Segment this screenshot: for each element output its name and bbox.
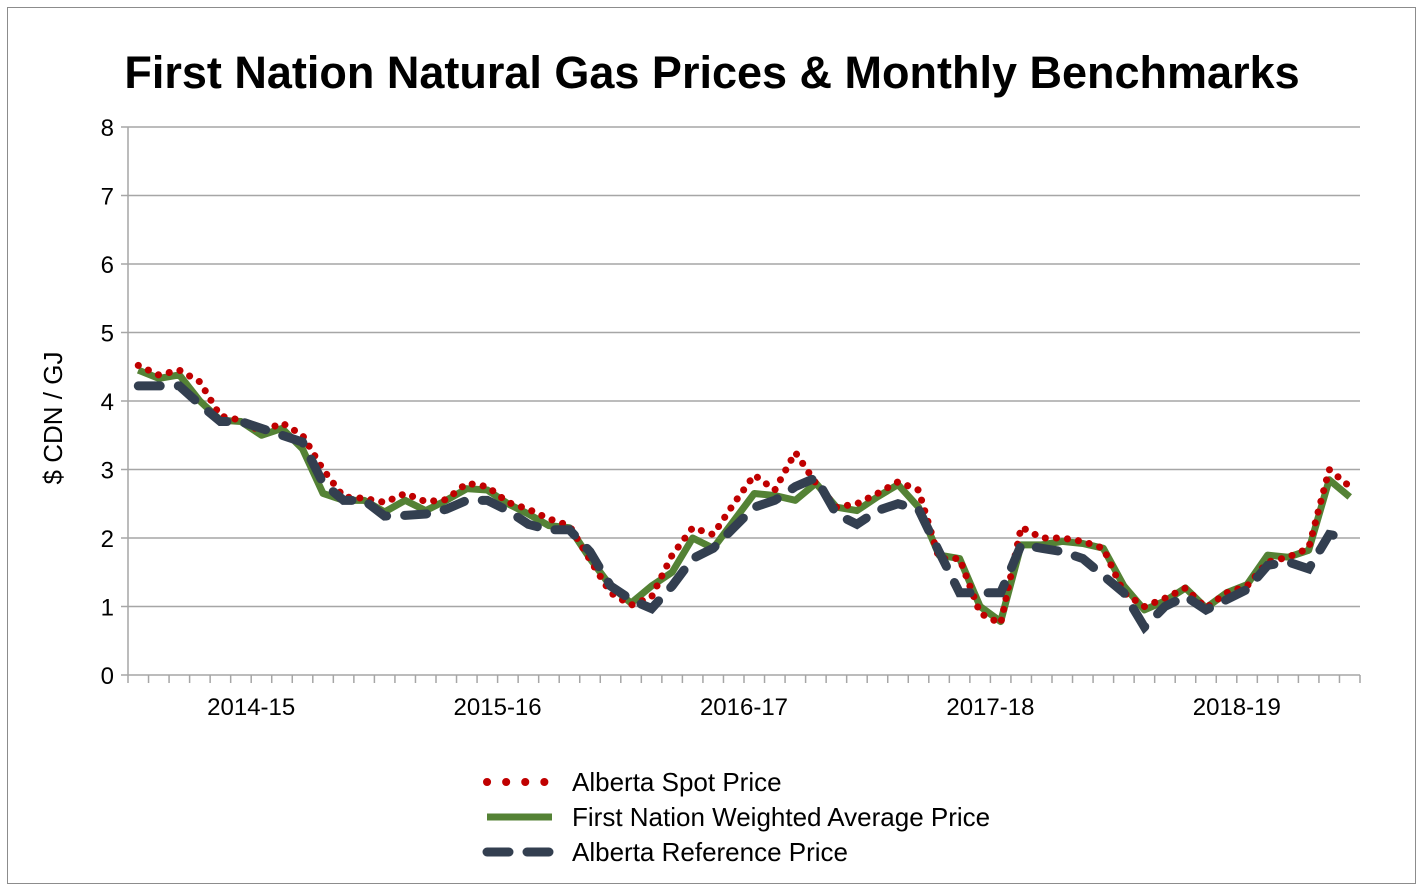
y-axis-label: $ CDN / GJ: [38, 352, 68, 485]
chart-title: First Nation Natural Gas Prices & Monthl…: [124, 47, 1299, 98]
y-tick-label: 1: [101, 595, 114, 622]
x-tick-label: 2016-17: [700, 694, 788, 721]
series-line-first-nation-weighted-average-price: [136, 366, 1352, 626]
y-tick-label: 0: [101, 663, 114, 690]
legend-label: Alberta Spot Price: [572, 767, 782, 797]
x-tick-label: 2017-18: [946, 694, 1034, 721]
y-tick-label: 3: [101, 458, 114, 485]
y-tick-label: 4: [101, 389, 114, 416]
legend-label: First Nation Weighted Average Price: [572, 802, 990, 832]
x-tick-label: 2015-16: [454, 694, 542, 721]
x-tick-label: 2018-19: [1193, 694, 1281, 721]
y-tick-label: 8: [101, 115, 114, 142]
y-tick-label: 5: [101, 321, 114, 348]
chart-frame: [7, 7, 1416, 884]
x-tick-label: 2014-15: [207, 694, 295, 721]
y-tick-label: 2: [101, 526, 114, 553]
legend-label: Alberta Reference Price: [572, 837, 848, 867]
y-tick-label: 7: [101, 184, 114, 211]
series-line-alberta-reference-price: [133, 381, 1355, 635]
y-tick-label: 6: [101, 252, 114, 279]
